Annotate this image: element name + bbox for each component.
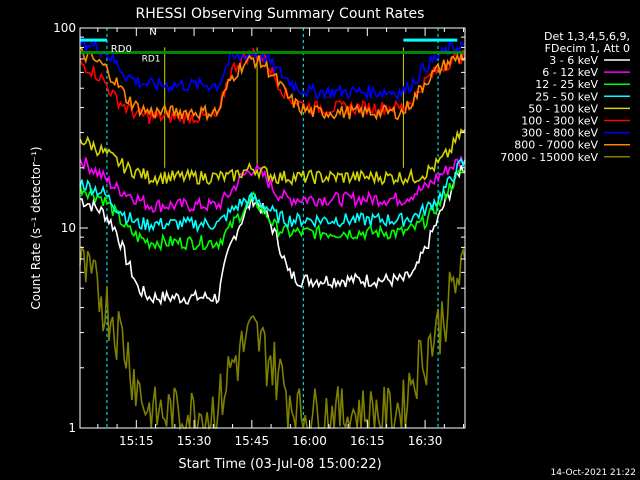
night-marker-label: N [149,27,156,38]
y-axis-label: Count Rate (s⁻¹ detector⁻¹) [29,146,43,309]
legend-entry-label: 100 - 300 keV [521,115,598,128]
legend-entry-label: 300 - 800 keV [521,127,598,140]
x-tick-label: 15:45 [235,434,270,448]
axis-layer: 1 10 100 15:15 15:30 15:45 16:00 16:15 16:30 [53,21,466,448]
series-line [79,128,466,187]
series-line [79,157,466,234]
x-tick-label: 16:15 [350,434,385,448]
rd1-marker-label: RD1 [142,54,161,64]
y-tick-label: 1 [68,421,76,435]
series-line [79,47,466,122]
series-line [79,165,466,306]
legend-entry-label: 800 - 7000 keV [514,139,598,152]
series-line [79,156,466,214]
x-axis-label: Start Time (03-Jul-08 15:00:22) [178,457,381,472]
series-line [79,245,466,431]
series-line [79,47,466,124]
legend-header-line-1: Det 1,3,4,5,6,9, [544,30,630,43]
x-tick-label: 16:30 [408,434,443,448]
y-tick-label: 10 [61,221,76,235]
chart-title: RHESSI Observing Summary Count Rates [136,6,425,22]
series-line [79,169,466,252]
legend-entry-label: 3 - 6 keV [549,54,598,67]
footer-date: 14-Oct-2021 21:22 [551,468,636,478]
series-line [79,36,466,102]
x-tick-label: 16:00 [292,434,327,448]
x-tick-label: 15:15 [119,434,154,448]
legend-entry-label: 7000 - 15000 keV [500,151,598,164]
legend-header-line-2: FDecim 1, Att 0 [545,42,630,55]
rd0-marker-label: RD0 [111,44,132,55]
legend-entry-label: 50 - 100 keV [528,102,598,115]
legend-entry-label: 12 - 25 keV [535,78,598,91]
x-tick-label: 15:30 [177,434,212,448]
y-tick-label: 100 [53,21,76,35]
legend-entry-label: 25 - 50 keV [535,90,598,103]
legend-entry-label: 6 - 12 keV [542,66,598,79]
plot-layer: N RD0 RD1 [79,27,466,431]
